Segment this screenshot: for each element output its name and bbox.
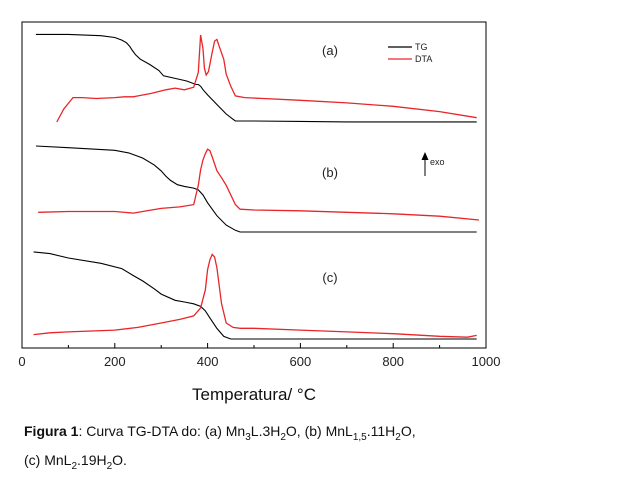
axes [21, 21, 487, 349]
x-tick-label: 200 [104, 354, 126, 369]
panel-label-2: (b) [322, 165, 338, 180]
x-tick-label: 400 [197, 354, 219, 369]
dta-curve-panel-2 [38, 148, 480, 221]
chart-labels: 0 200 400 600 800 1000 Temperatura/ °C (a) (b) (c… [18, 42, 500, 404]
legend-label-dta: DTA [415, 54, 432, 64]
panel-label-1: (a) [322, 43, 338, 58]
tg-dta-chart: 0 200 400 600 800 1000 Temperatura/ °C (a) (b) (c… [18, 21, 500, 404]
x-tick-label: 0 [18, 354, 25, 369]
x-axis-label: Temperatura/ °C [192, 385, 316, 404]
caption-line-1: Figura 1: Curva TG-DTA do: (a) Mn3L.3H2O… [24, 423, 416, 443]
series-lines [33, 33, 480, 340]
figure-caption: Figura 1: Curva TG-DTA do: (a) Mn3L.3H2O… [24, 420, 624, 478]
plot-frame [21, 21, 487, 349]
tg-curve-panel-1 [35, 33, 477, 123]
panel-label-3: (c) [322, 270, 337, 285]
legend: TG DTA [388, 42, 432, 64]
tg-curve-panel-3 [33, 251, 477, 340]
exo-annotation: exo [430, 157, 445, 167]
x-tick-label: 600 [290, 354, 312, 369]
dta-curve-panel-1 [56, 34, 477, 123]
tg-curve-panel-2 [35, 145, 477, 233]
caption-line-2: (c) MnL2.19H2O. [24, 451, 127, 472]
dta-curve-panel-3 [33, 253, 477, 338]
x-tick-label: 1000 [472, 354, 501, 369]
legend-label-tg: TG [415, 42, 428, 52]
caption-title: Figura 1 [24, 423, 79, 439]
x-tick-label: 800 [382, 354, 404, 369]
exo-arrowhead-icon [421, 152, 429, 160]
